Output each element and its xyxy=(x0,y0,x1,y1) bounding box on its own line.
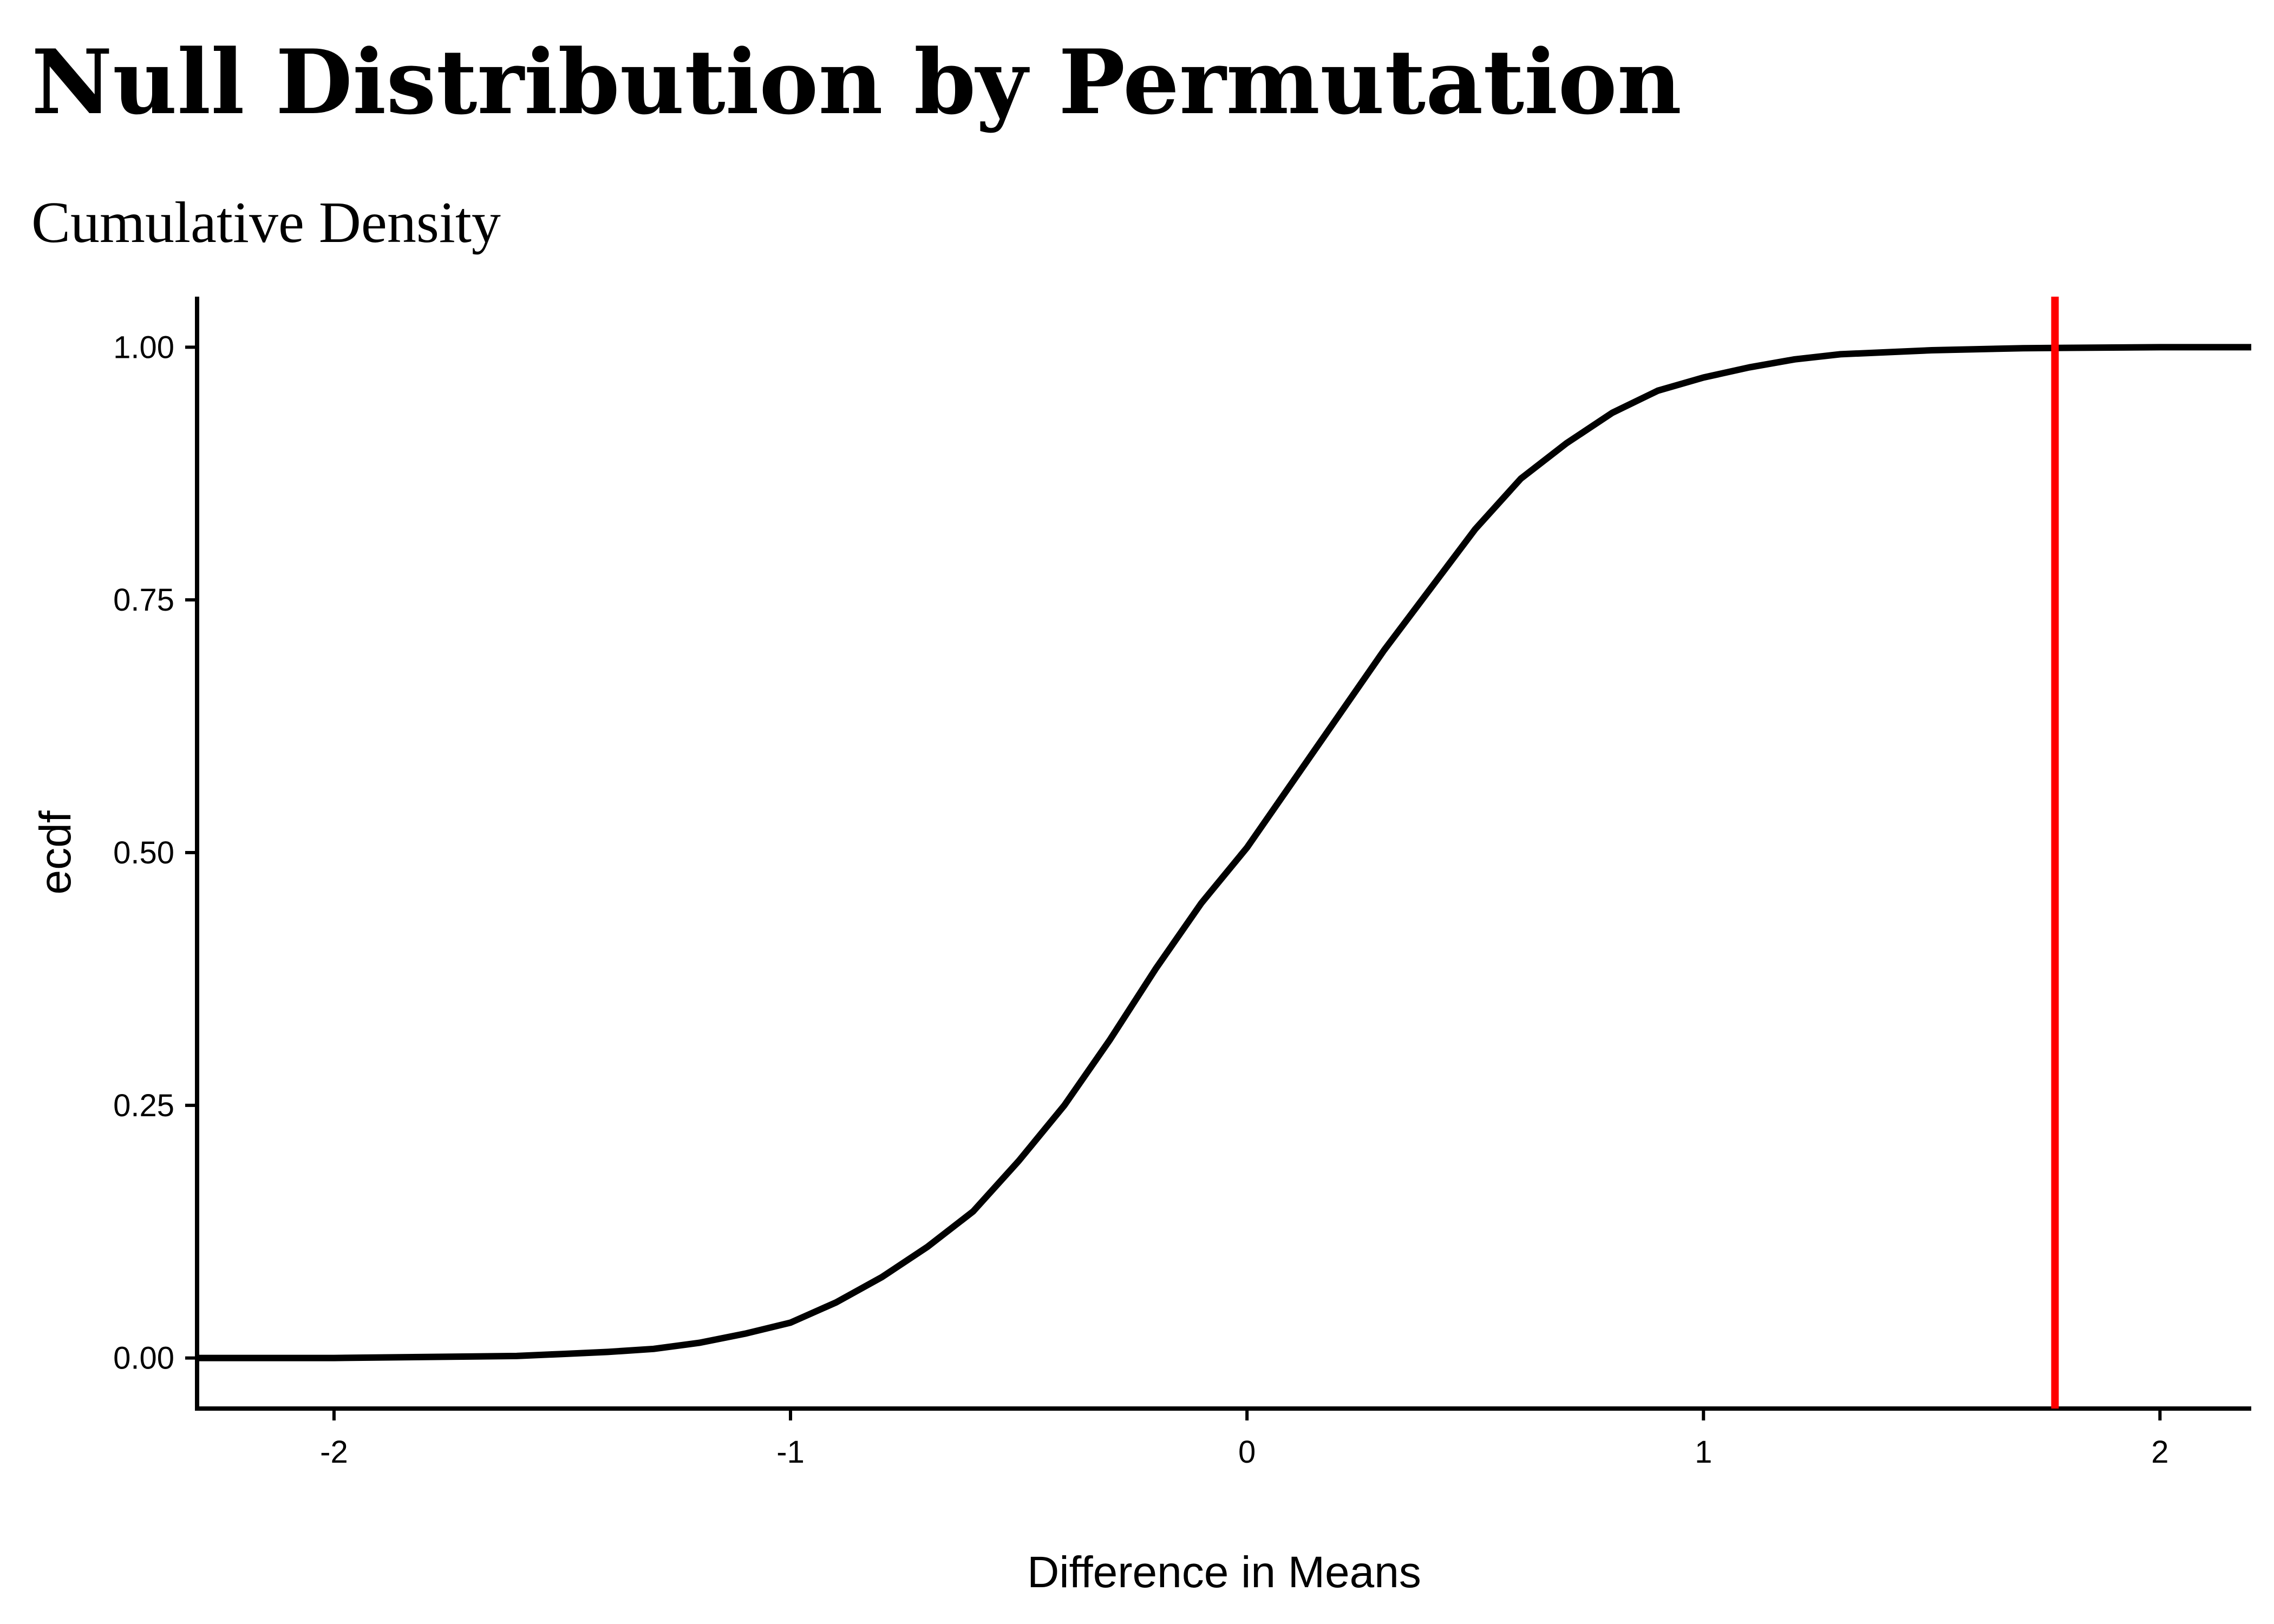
y-tick-label: 0.00 xyxy=(113,1341,174,1376)
y-tick-label: 0.75 xyxy=(113,582,174,618)
chart-subtitle: Cumulative Density xyxy=(31,191,501,255)
y-tick-label: 0.25 xyxy=(113,1088,174,1123)
x-tick-label: 1 xyxy=(1695,1435,1712,1470)
ecdf-line xyxy=(197,344,2251,1361)
y-tick-label: 0.50 xyxy=(113,835,174,870)
series-layer xyxy=(197,344,2251,1361)
y-axis: 0.00 0.25 0.50 0.75 1.00 xyxy=(113,297,199,1409)
chart-title: Null Distribution by Permutation xyxy=(31,30,1682,134)
x-tick-label: -1 xyxy=(776,1435,805,1470)
x-tick-label: 2 xyxy=(2151,1435,2168,1470)
x-axis-title: Difference in Means xyxy=(1027,1548,1421,1597)
x-tick-label: -2 xyxy=(320,1435,348,1470)
y-axis-title: ecdf xyxy=(31,810,80,894)
x-tick-label: 0 xyxy=(1238,1435,1256,1470)
y-tick-label: 1.00 xyxy=(113,330,174,365)
x-axis: -2 -1 0 1 2 xyxy=(195,1406,2251,1470)
